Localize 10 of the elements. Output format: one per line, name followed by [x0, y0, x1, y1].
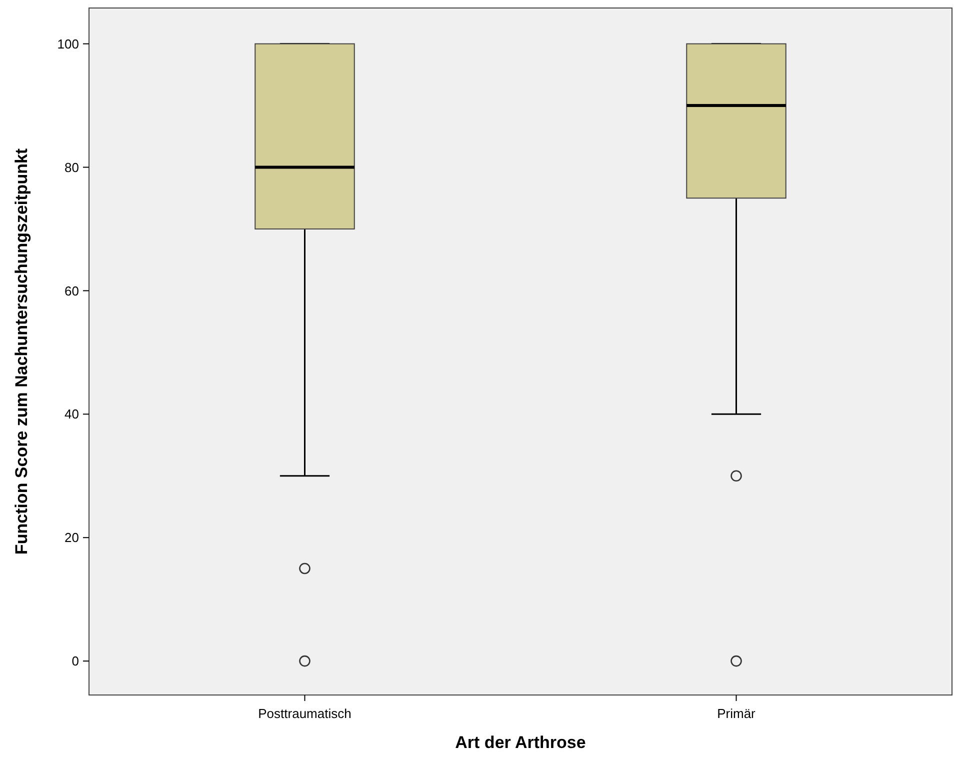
y-tick-label: 60: [64, 283, 79, 298]
y-tick-label: 80: [64, 160, 79, 175]
y-tick-label: 0: [72, 654, 79, 669]
y-tick-label: 100: [57, 36, 79, 52]
x-axis-title: Art der Arthrose: [455, 733, 586, 752]
x-tick-label: Primär: [717, 706, 756, 721]
y-tick-label: 40: [64, 406, 79, 422]
y-tick-label: 20: [64, 530, 79, 546]
y-axis-title: Function Score zum Nachuntersuchungszeitpunkt: [12, 148, 31, 555]
x-tick-label: Posttraumatisch: [258, 706, 352, 721]
